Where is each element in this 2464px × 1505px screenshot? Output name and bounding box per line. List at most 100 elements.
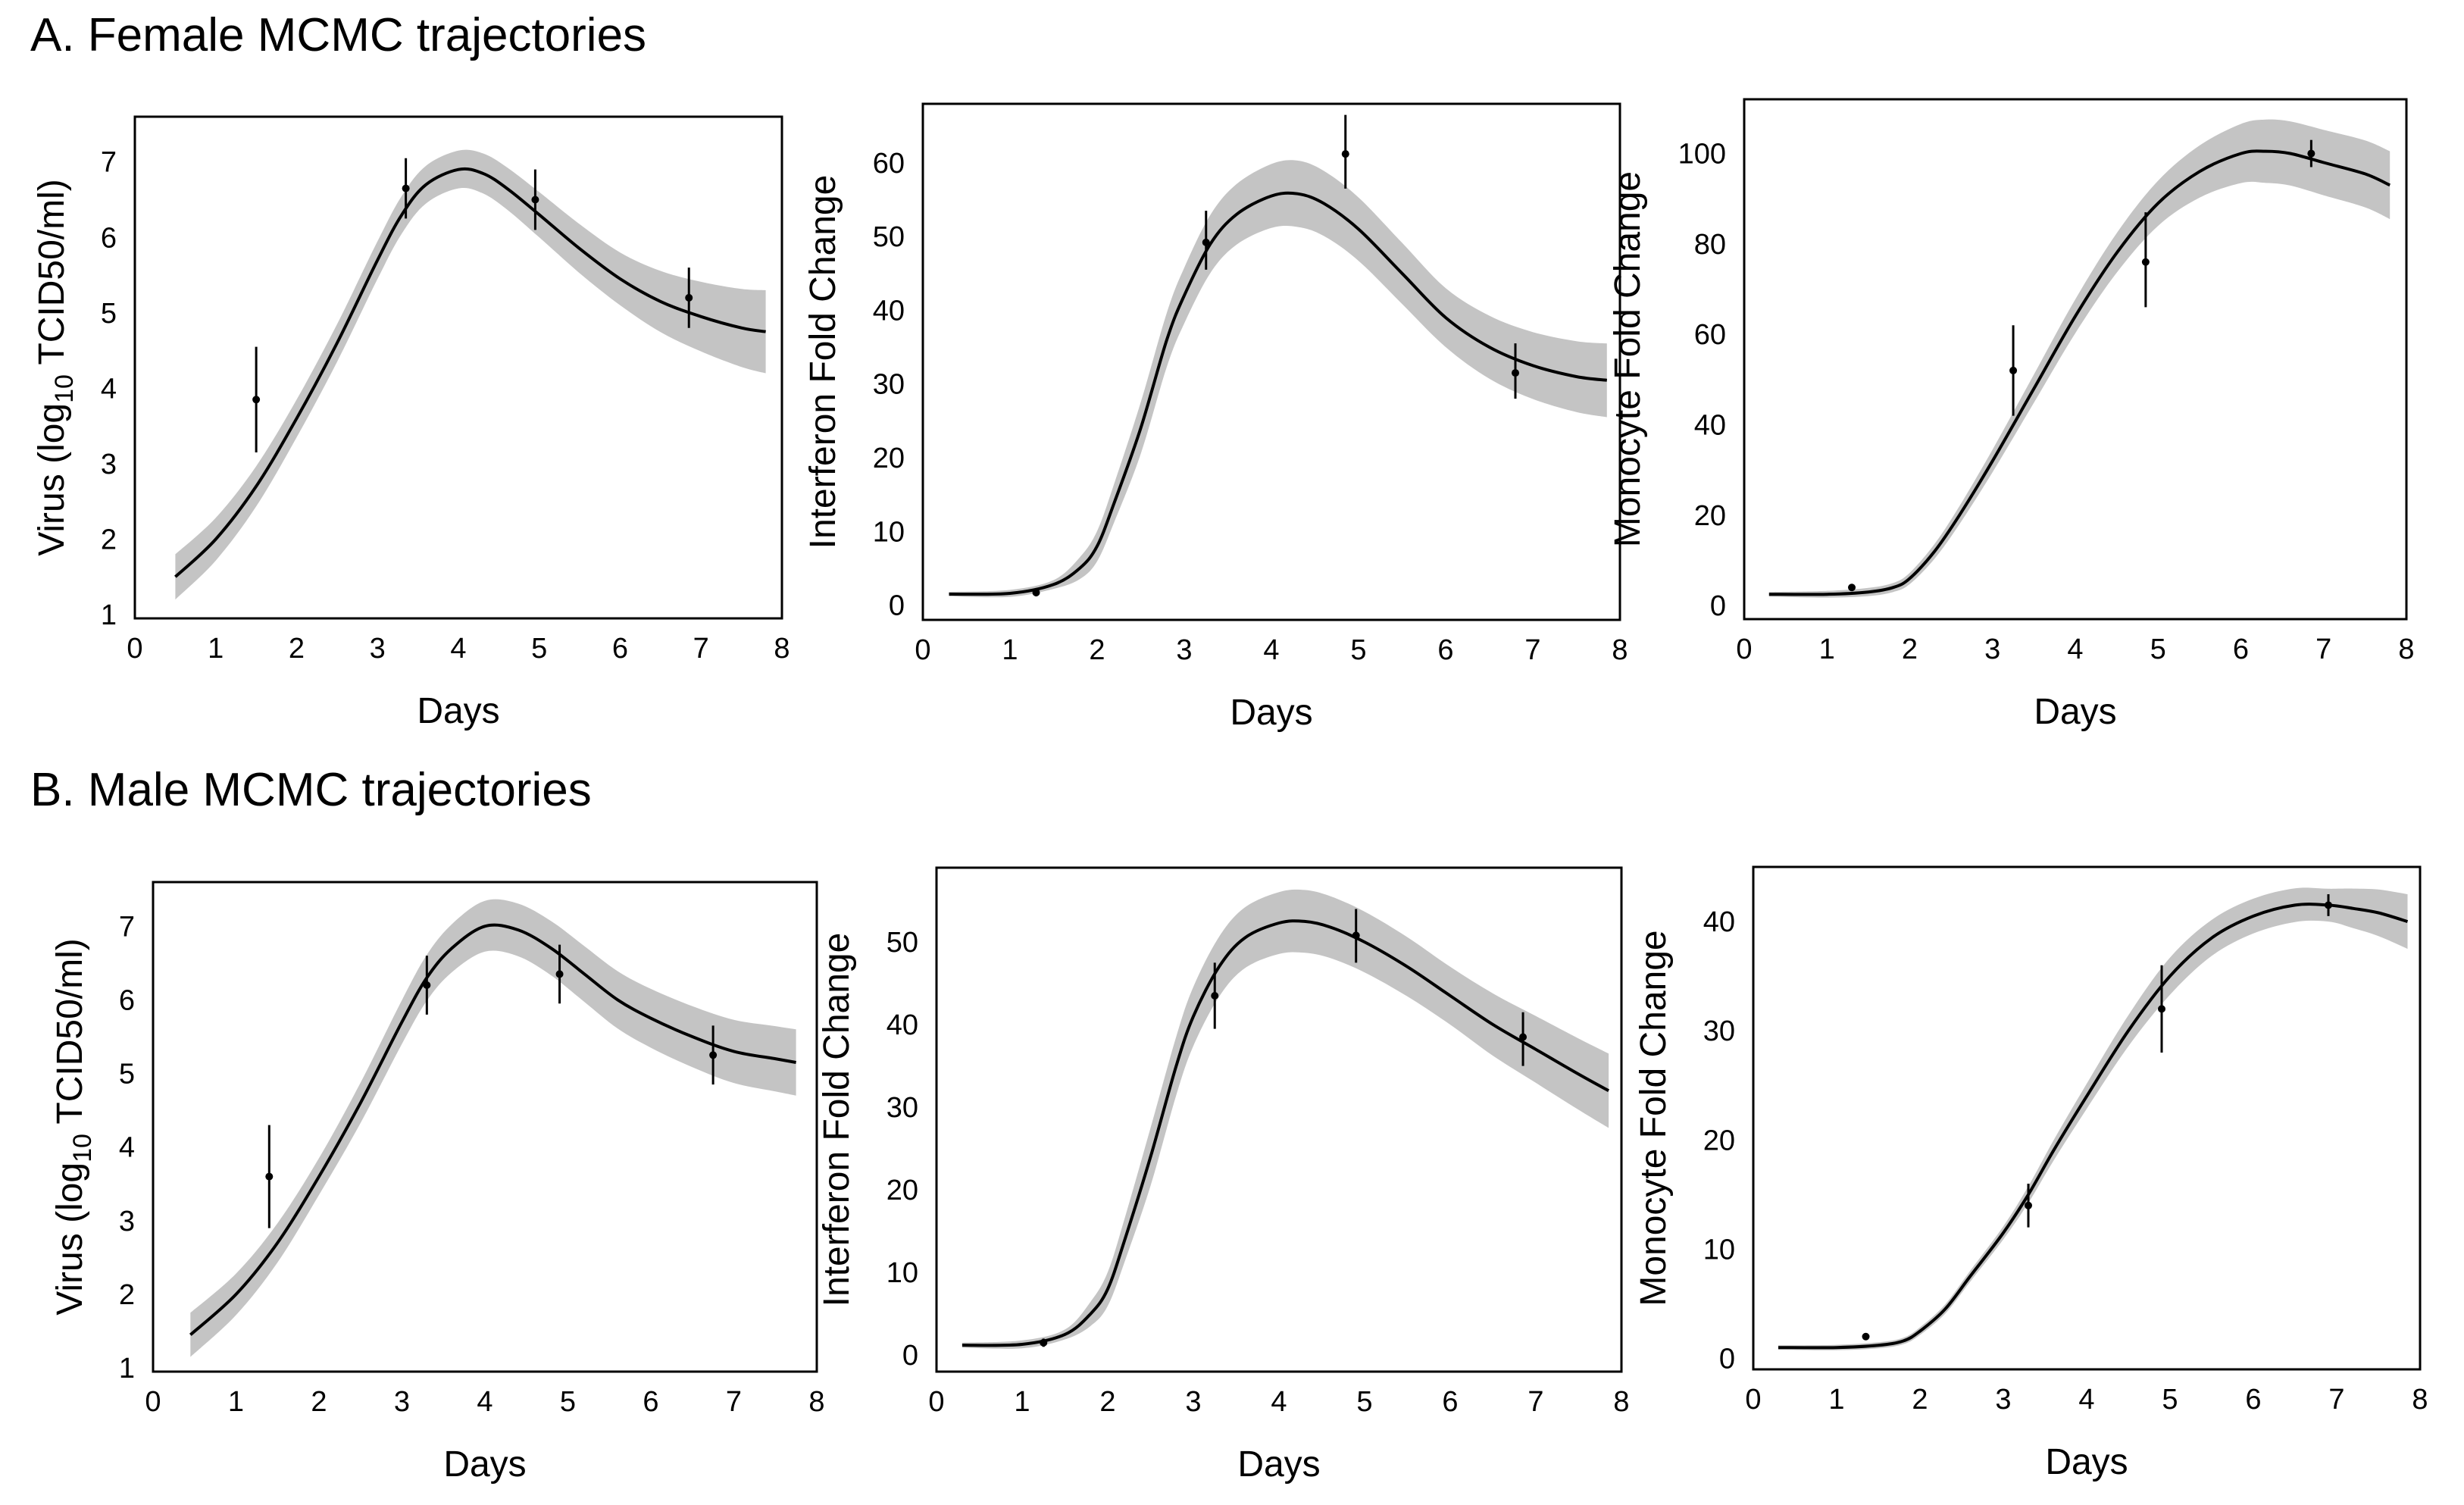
x-tick-label: 8 xyxy=(1612,634,1628,666)
x-tick-label: 3 xyxy=(1176,634,1192,666)
y-tick-label: 10 xyxy=(873,516,905,548)
y-tick-label: 2 xyxy=(101,524,117,555)
x-tick-label: 2 xyxy=(1902,634,1918,665)
credible-band xyxy=(1768,119,2391,598)
y-tick-label: 1 xyxy=(101,599,117,631)
x-tick-label: 4 xyxy=(477,1386,492,1418)
section-b-title: B. Male MCMC trajectories xyxy=(30,764,592,816)
fit-curve xyxy=(174,167,766,578)
x-tick-label: 0 xyxy=(1736,634,1752,665)
data-point xyxy=(1202,238,1210,246)
y-axis-label: Interferon Fold Change xyxy=(817,933,857,1307)
x-tick-label: 6 xyxy=(2245,1384,2261,1416)
y-tick-label: 10 xyxy=(1703,1234,1735,1266)
x-tick-label: 6 xyxy=(2233,634,2249,665)
y-axis-label-part: Virus (log xyxy=(32,403,72,556)
data-point xyxy=(252,396,261,404)
data-point xyxy=(1519,1033,1527,1041)
data-point xyxy=(2158,1005,2165,1013)
plot-frame xyxy=(133,115,783,620)
x-axis-label: Days xyxy=(1230,693,1312,733)
x-tick-label: 6 xyxy=(1442,1386,1458,1418)
y-tick-label: 30 xyxy=(873,369,905,401)
y-tick-label: 0 xyxy=(889,590,905,622)
data-point xyxy=(1032,589,1040,597)
y-tick-label: 30 xyxy=(886,1092,918,1124)
x-tick-label: 2 xyxy=(311,1386,327,1418)
y-axis-label: Virus (log10 TCID50/ml) xyxy=(50,938,97,1316)
data-point xyxy=(1352,931,1360,940)
x-tick-label: 7 xyxy=(693,633,709,665)
x-tick-label: 5 xyxy=(1356,1386,1372,1418)
y-axis-label: Virus (log10 TCID50/ml) xyxy=(32,179,79,556)
x-tick-label: 2 xyxy=(1089,634,1105,666)
y-tick-label: 20 xyxy=(873,443,905,474)
credible-band xyxy=(962,889,1609,1349)
plot-frame xyxy=(935,866,1623,1373)
x-tick-label: 4 xyxy=(2067,634,2083,665)
x-tick-label: 4 xyxy=(1271,1386,1287,1418)
y-tick-label: 6 xyxy=(119,984,135,1016)
x-tick-label: 6 xyxy=(1437,634,1453,666)
x-tick-label: 8 xyxy=(808,1386,824,1418)
y-tick-label: 30 xyxy=(1703,1015,1735,1047)
data-point xyxy=(423,981,431,989)
data-point xyxy=(1040,1338,1048,1347)
y-tick-label: 6 xyxy=(101,222,117,254)
x-tick-label: 3 xyxy=(1185,1386,1201,1418)
x-tick-label: 7 xyxy=(726,1386,742,1418)
data-point xyxy=(2141,258,2150,266)
x-tick-label: 3 xyxy=(394,1386,410,1418)
x-axis-label: Days xyxy=(417,691,499,731)
x-tick-label: 7 xyxy=(2315,634,2331,665)
x-tick-label: 8 xyxy=(2398,634,2414,665)
x-tick-label: 3 xyxy=(1995,1384,2011,1416)
y-tick-label: 10 xyxy=(886,1257,918,1289)
y-axis-label: Monocyte Fold Change xyxy=(1608,171,1648,547)
x-tick-label: 1 xyxy=(1014,1386,1030,1418)
x-tick-label: 5 xyxy=(2150,634,2166,665)
x-tick-label: 3 xyxy=(370,633,386,665)
fit-curve xyxy=(189,923,796,1336)
plot-frame xyxy=(152,881,818,1373)
y-axis-label-part: TCID50/ml) xyxy=(32,179,72,374)
x-tick-label: 4 xyxy=(1263,634,1279,666)
x-tick-label: 8 xyxy=(1613,1386,1629,1418)
x-tick-label: 1 xyxy=(1828,1384,1844,1416)
data-point xyxy=(2325,901,2332,909)
x-tick-label: 2 xyxy=(1099,1386,1115,1418)
male-monocyte-chart: 0 1 2 3 4 5 6 7 8 0 10 20 30 40 Days Monocyte Fold Chan… xyxy=(1634,865,2428,1482)
y-tick-label: 7 xyxy=(119,911,135,943)
x-tick-label: 4 xyxy=(450,633,466,665)
x-tick-label: 5 xyxy=(1350,634,1366,666)
y-tick-label: 40 xyxy=(1703,906,1735,938)
x-tick-label: 3 xyxy=(1984,634,2000,665)
data-point xyxy=(1862,1332,1870,1341)
x-tick-label: 8 xyxy=(2412,1384,2428,1416)
y-tick-label: 60 xyxy=(873,148,905,180)
x-tick-label: 1 xyxy=(228,1386,244,1418)
plot-frame xyxy=(1743,98,2408,621)
x-axis-label: Days xyxy=(2034,692,2116,732)
x-tick-label: 6 xyxy=(612,633,628,665)
y-axis-label-subscript: 10 xyxy=(50,374,79,403)
y-tick-label: 60 xyxy=(1694,319,1726,351)
y-tick-label: 20 xyxy=(886,1175,918,1206)
y-tick-label: 50 xyxy=(886,927,918,959)
x-tick-label: 6 xyxy=(643,1386,658,1418)
x-tick-label: 1 xyxy=(208,633,224,665)
x-tick-label: 7 xyxy=(1524,634,1540,666)
fit-curve xyxy=(1768,149,2391,596)
y-tick-label: 4 xyxy=(119,1132,135,1164)
x-tick-label: 1 xyxy=(1002,634,1018,666)
x-tick-label: 4 xyxy=(2078,1384,2094,1416)
credible-band xyxy=(190,899,796,1357)
x-tick-label: 0 xyxy=(145,1386,161,1418)
data-point xyxy=(1512,369,1519,377)
y-tick-label: 2 xyxy=(119,1279,135,1311)
y-tick-label: 3 xyxy=(119,1206,135,1237)
y-tick-label: 20 xyxy=(1694,500,1726,532)
y-tick-label: 80 xyxy=(1694,229,1726,261)
